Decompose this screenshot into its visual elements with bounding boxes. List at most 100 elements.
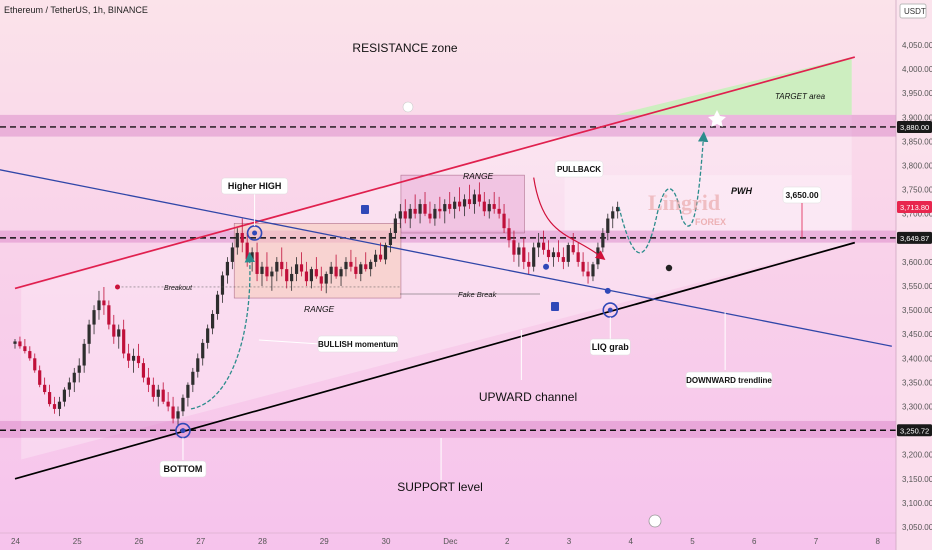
- candle: [438, 208, 442, 212]
- candle: [546, 249, 551, 258]
- candle: [176, 411, 180, 419]
- y-tick-label: 3,400.00: [902, 354, 932, 363]
- momentum-arrow: [190, 251, 256, 410]
- x-tick-label: 8: [876, 537, 881, 546]
- candle: [18, 341, 22, 347]
- candle: [136, 355, 141, 364]
- candle: [270, 271, 274, 277]
- breakout-label: Breakout: [164, 285, 193, 292]
- candle: [102, 300, 106, 306]
- higher-high-marker-dot: [252, 230, 258, 236]
- candle: [220, 275, 225, 295]
- candle: [97, 300, 101, 311]
- candle: [408, 208, 412, 219]
- candle: [240, 232, 244, 243]
- candle: [433, 208, 437, 219]
- candle: [576, 252, 580, 262]
- candle: [467, 199, 472, 205]
- y-tick-label: 3,700.00: [902, 210, 932, 219]
- candle: [161, 389, 165, 402]
- target-area-fill: [615, 57, 852, 115]
- range-top-label: RANGE: [463, 171, 494, 181]
- candle: [275, 261, 279, 272]
- liq-dot: [604, 287, 611, 294]
- candle: [122, 329, 126, 354]
- candle: [354, 266, 358, 274]
- candle: [28, 351, 32, 359]
- candle: [502, 213, 506, 229]
- candle: [462, 199, 467, 207]
- candle: [512, 240, 516, 255]
- candle: [329, 266, 333, 274]
- price-label-text: 3,649.87: [900, 234, 929, 243]
- channel-body: [21, 57, 852, 460]
- flag-icon: [361, 205, 369, 214]
- candle: [522, 247, 526, 262]
- x-tick-label: 4: [629, 537, 634, 546]
- y-tick-label: 3,500.00: [902, 306, 932, 315]
- price-label-badge: [897, 120, 932, 133]
- y-tick-label: 3,750.00: [902, 186, 932, 195]
- candle: [507, 228, 511, 241]
- flag-icon-2: [551, 302, 559, 311]
- upward-channel-label: UPWARD channel: [479, 390, 577, 404]
- candle: [517, 247, 521, 255]
- candle: [141, 363, 146, 378]
- bullish-leader: [258, 339, 321, 345]
- bottom-label: BOTTOM: [164, 464, 203, 474]
- candle: [359, 264, 363, 274]
- y-tick-label: 4,000.00: [902, 65, 932, 74]
- candle: [87, 324, 91, 344]
- price-label-text: 3,250.72: [900, 426, 929, 435]
- candle: [453, 201, 457, 209]
- candle: [532, 247, 536, 267]
- candle: [383, 245, 388, 260]
- x-tick-label: Dec: [443, 537, 457, 546]
- candle: [601, 232, 605, 248]
- candle: [611, 211, 615, 219]
- candle: [151, 384, 155, 397]
- candle: [77, 365, 81, 373]
- candle: [215, 294, 220, 314]
- price-label-badge: [897, 201, 932, 214]
- candle: [117, 329, 121, 337]
- currency-box: [899, 3, 927, 19]
- info-icon: [402, 101, 414, 113]
- candle: [556, 252, 560, 258]
- price-label-text: 3,880.00: [900, 123, 929, 132]
- watermark: Lingrid: [648, 190, 720, 215]
- candle: [171, 406, 175, 419]
- resistance-trendline: [14, 56, 856, 290]
- candle: [571, 245, 575, 253]
- y-tick-label: 3,200.00: [902, 451, 932, 460]
- candle: [299, 264, 304, 272]
- y-tick-label: 3,550.00: [902, 282, 932, 291]
- candle: [319, 276, 323, 284]
- x-tick-label: 3: [567, 537, 572, 546]
- x-tick-label: 25: [73, 537, 82, 546]
- candle: [581, 261, 585, 272]
- projection-path: [618, 131, 709, 254]
- candle: [472, 194, 477, 205]
- resistance-zone: [0, 114, 896, 137]
- candle: [206, 328, 210, 343]
- candle: [225, 261, 230, 276]
- downward-trendline-label: DOWNWARD trendline: [686, 376, 772, 385]
- support-trendline: [14, 241, 856, 480]
- candle: [67, 382, 71, 390]
- range-bottom-label: RANGE: [304, 304, 335, 314]
- candle: [52, 404, 57, 409]
- candle: [616, 206, 620, 212]
- bottom-label-box: [159, 460, 207, 478]
- candle: [378, 254, 383, 260]
- candle: [309, 269, 313, 282]
- candle: [82, 343, 86, 366]
- pwh-zone: [0, 230, 896, 243]
- candle: [369, 261, 373, 270]
- pullback-dot: [543, 263, 550, 270]
- downtrend-trendline: [0, 169, 892, 347]
- x-tick-label: 28: [258, 537, 267, 546]
- candle: [364, 264, 368, 270]
